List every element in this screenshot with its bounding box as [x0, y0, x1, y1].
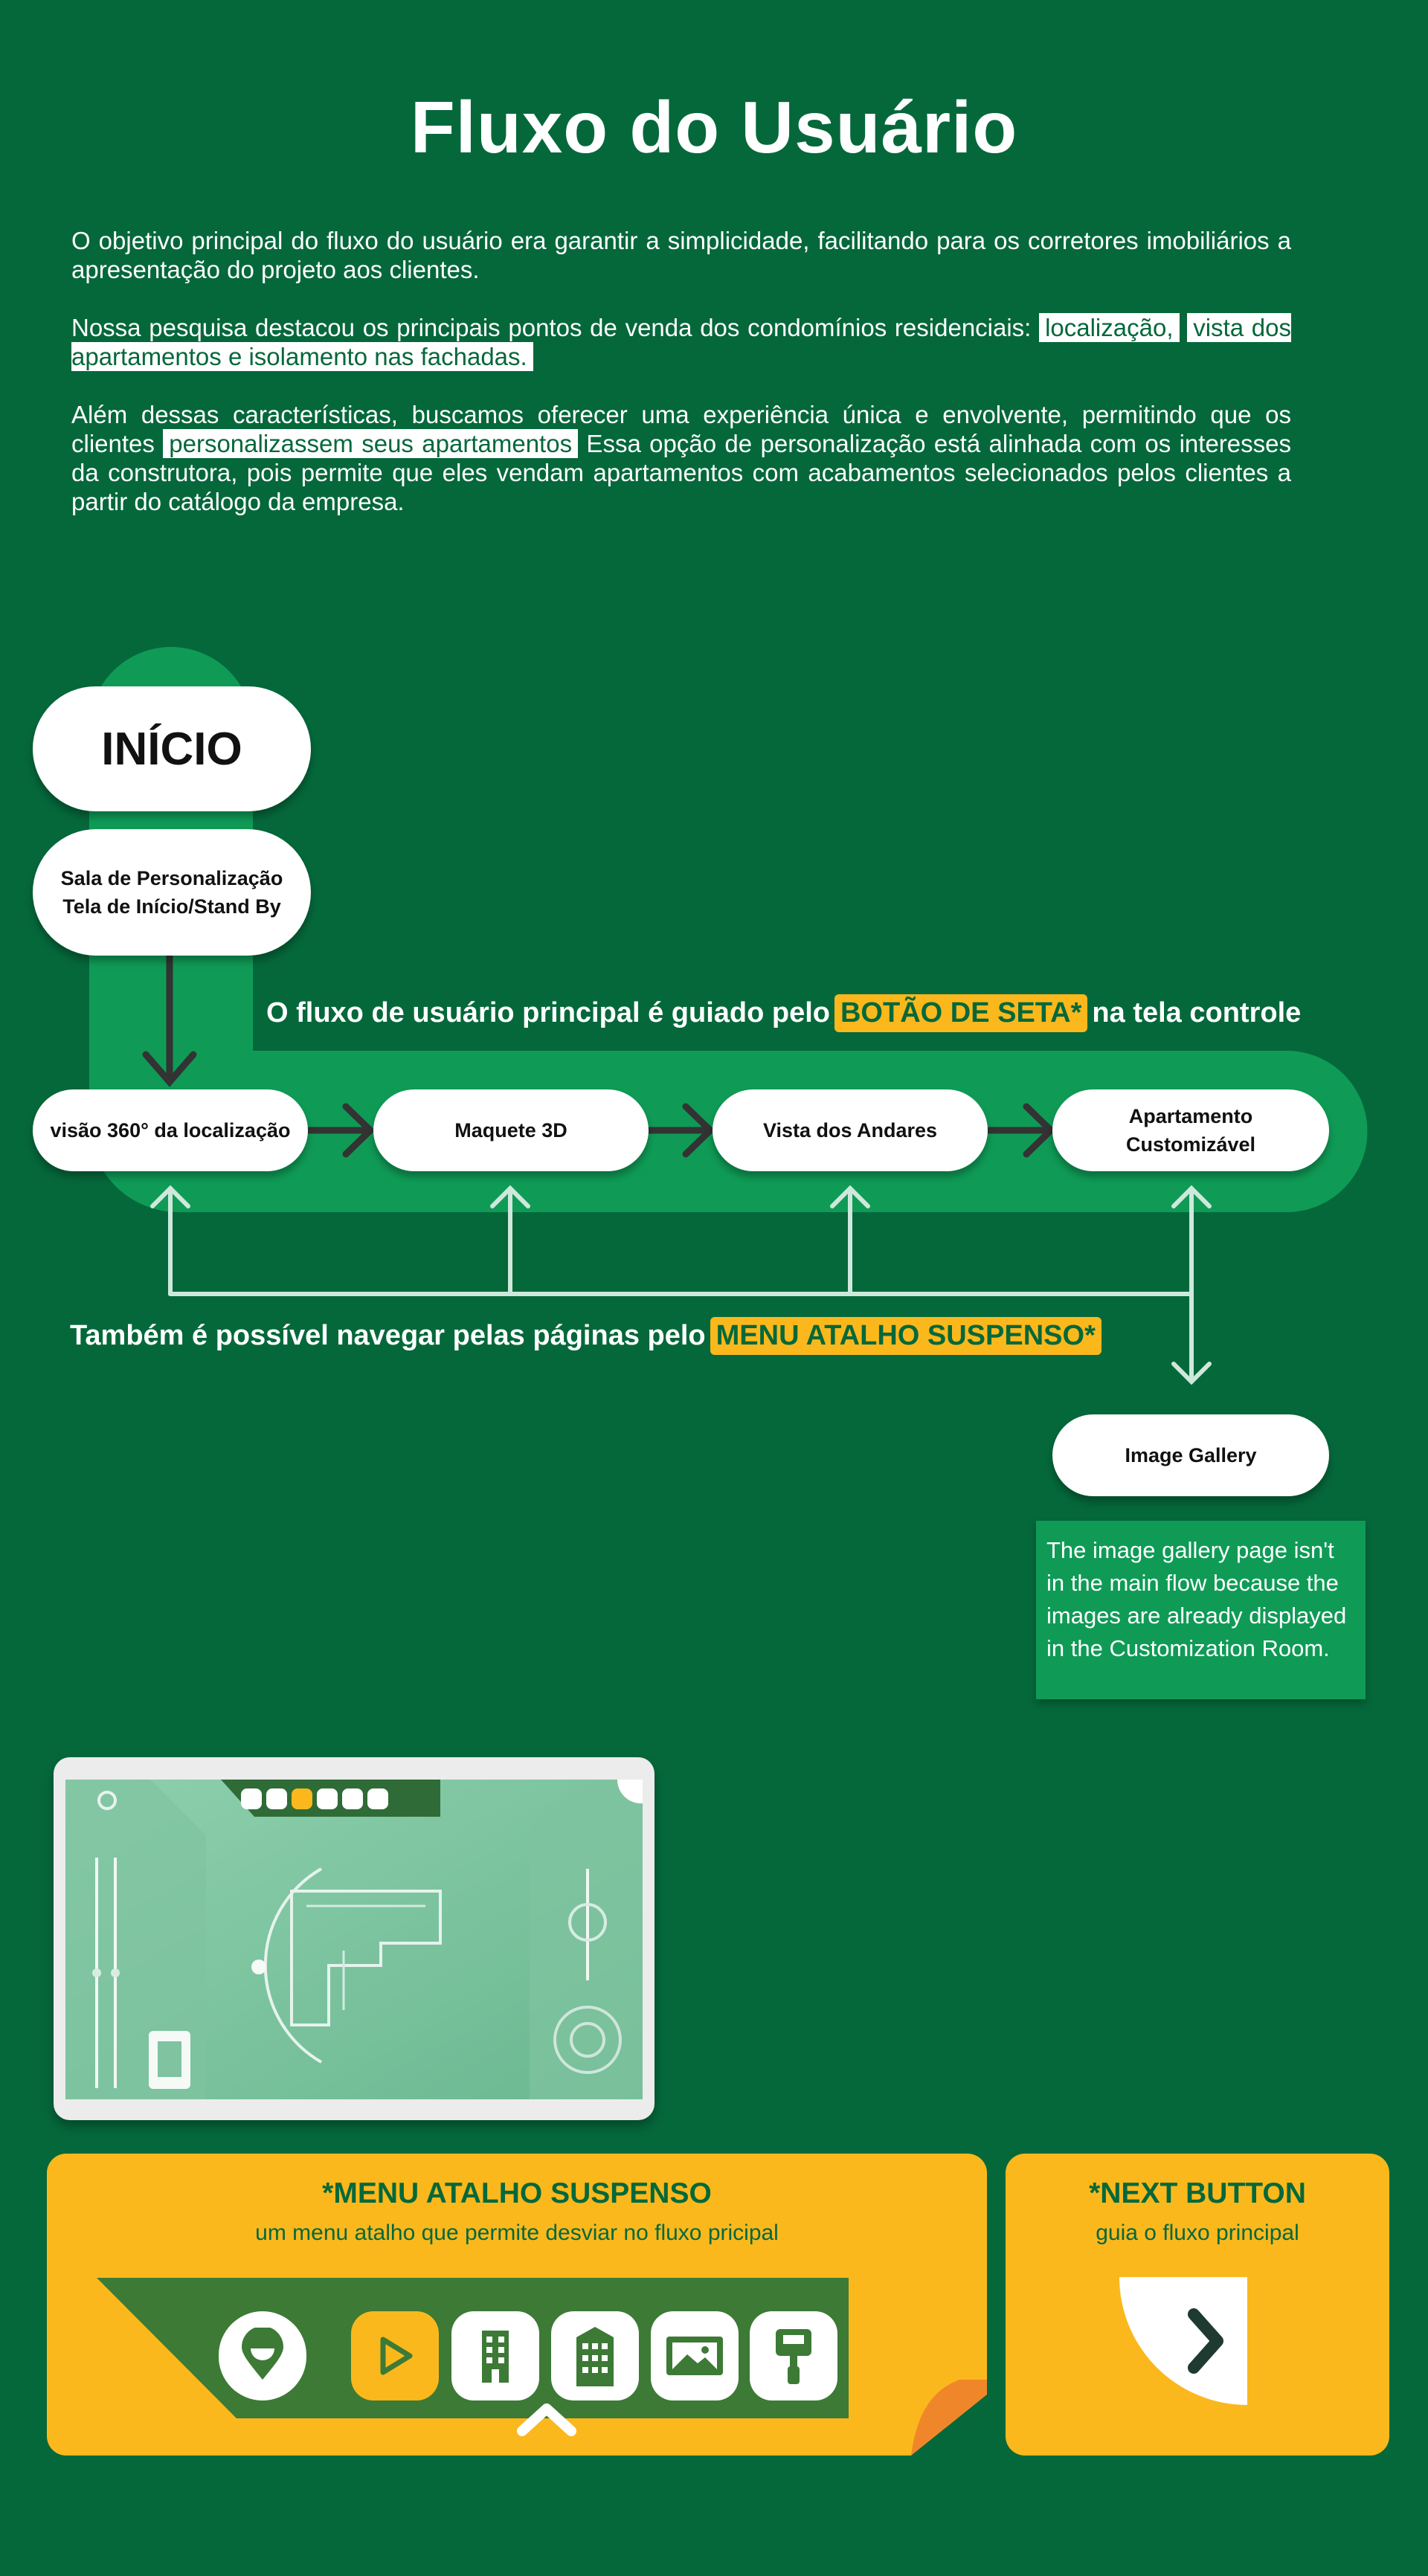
flow-step-360: visão 360° da localização [33, 1089, 308, 1171]
menu-collapse-chevron-icon[interactable] [513, 2398, 580, 2438]
mini-play-icon [241, 1788, 262, 1809]
tablet-mini-menu [241, 1786, 434, 1812]
intro-paragraph-3: Além dessas características, buscamos of… [71, 400, 1291, 516]
mini-paint-icon [367, 1788, 388, 1809]
mini-tower-icon [292, 1788, 312, 1809]
main-flow-label: O fluxo de usuário principal é guiado pe… [266, 989, 1301, 1037]
personalization-room-node: Sala de Personalização Tela de Início/St… [33, 829, 311, 956]
room-node-line1: Sala de Personalização [60, 867, 283, 889]
intro-paragraph-1: O objetivo principal do fluxo do usuário… [71, 227, 1291, 283]
next-arrow-button[interactable] [1119, 2277, 1247, 2405]
room-node-line2: Tela de Início/Stand By [62, 895, 281, 918]
step4-line2: Customizável [1125, 1133, 1256, 1156]
image-gallery-node: Image Gallery [1052, 1414, 1329, 1496]
tablet-mockup [54, 1757, 654, 2120]
menu-play-button[interactable] [351, 2311, 439, 2400]
chevron-right-icon [1188, 2308, 1223, 2374]
mini-image-icon [342, 1788, 363, 1809]
menu-card-title: *MENU ATALHO SUSPENSO [322, 2177, 712, 2209]
tower-icon [576, 2327, 614, 2386]
paint-roller-icon [776, 2329, 811, 2384]
menu-paint-button[interactable] [750, 2311, 837, 2400]
page-title: Fluxo do Usuário [410, 86, 1018, 168]
main-flow-label-b: na tela controle [1092, 996, 1302, 1028]
flow-step-floor-view: Vista dos Andares [713, 1089, 988, 1171]
intro-p3-text-a: Além dessas características, buscamos of… [71, 401, 1291, 457]
mini-building-icon [266, 1788, 287, 1809]
intro-paragraph-2: Nossa pesquisa destacou os principais po… [71, 313, 1291, 371]
start-node: INÍCIO [33, 686, 311, 811]
play-icon [380, 2337, 413, 2375]
highlight-personalize: personalizassem seus apartamentos [163, 429, 579, 458]
flow-step-custom-apartment: Apartamento Customizável [1052, 1089, 1329, 1171]
gallery-note: The image gallery page isn't in the main… [1036, 1521, 1366, 1699]
next-card-subtitle: guia o fluxo principal [1096, 2221, 1299, 2245]
highlight-location: localização, [1039, 313, 1180, 342]
mini-location-icon [317, 1788, 338, 1809]
settings-icon [97, 1791, 117, 1810]
tablet-screen [65, 1780, 643, 2099]
arrow-button-tag: BOTÃO DE SETA* [834, 994, 1088, 1032]
menu-card-subtitle: um menu atalho que permite desviar no fl… [255, 2221, 779, 2245]
menu-location-button[interactable] [219, 2311, 306, 2400]
step4-line1: Apartamento [1128, 1105, 1253, 1127]
flow-band [89, 647, 1368, 1212]
location-pin-icon [242, 2328, 283, 2380]
menu-tower-button[interactable] [551, 2311, 639, 2400]
flow-step-3d-model: Maquete 3D [373, 1089, 649, 1171]
next-card-title: *NEXT BUTTON [1089, 2177, 1306, 2209]
intro-p3-text-b: Essa opção de personalização está alinha… [71, 430, 1291, 515]
menu-building-button[interactable] [451, 2311, 539, 2400]
menu-shortcut-tag: MENU ATALHO SUSPENSO* [710, 1316, 1101, 1355]
menu-gallery-button[interactable] [651, 2311, 739, 2400]
image-icon [666, 2337, 723, 2375]
menu-nav-label-a: Também é possível navegar pelas páginas … [70, 1319, 706, 1351]
building-icon [482, 2331, 509, 2383]
main-flow-label-a: O fluxo de usuário principal é guiado pe… [266, 996, 830, 1028]
intro-p2-text: Nossa pesquisa destacou os principais po… [71, 314, 1040, 341]
menu-nav-label: Também é possível navegar pelas páginas … [70, 1312, 1106, 1359]
